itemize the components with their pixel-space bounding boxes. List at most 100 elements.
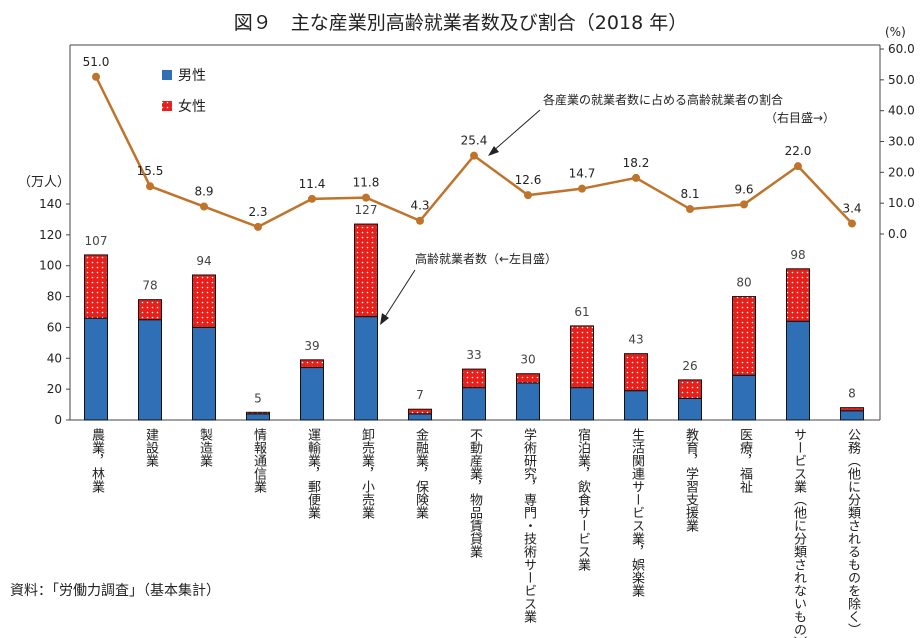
- ratio-point: [254, 222, 262, 231]
- ratio-label: 8.9: [194, 185, 213, 199]
- bar-female: [192, 274, 216, 328]
- bar-male: [786, 320, 810, 421]
- right-tick-label: 20.0: [888, 165, 915, 179]
- category-label: 生活関連サービス業，娯楽業: [629, 428, 644, 597]
- category-label: サービス業（他に分類されないもの）: [791, 428, 806, 638]
- bar-total-label: 8: [848, 387, 856, 401]
- ratio-point: [524, 191, 532, 200]
- right-tick-label: 0.0: [888, 227, 907, 241]
- bar-total-label: 30: [520, 353, 535, 367]
- bar-total-label: 26: [682, 359, 697, 373]
- ratio-point: [578, 184, 586, 193]
- ratio-label: 11.8: [353, 176, 380, 190]
- ratio-label: 3.4: [842, 202, 861, 216]
- ratio-label: 12.6: [515, 173, 542, 187]
- bar-total-label: 61: [574, 305, 589, 319]
- bar-total-label: 7: [416, 388, 424, 402]
- bar-female: [408, 408, 432, 415]
- category-label: 金融業，保険業: [413, 428, 428, 519]
- bar-male: [354, 316, 378, 421]
- left-tick-label: 40: [47, 351, 62, 365]
- category-label: 農業，林業: [89, 428, 104, 493]
- bar-male: [246, 413, 270, 421]
- ratio-point: [308, 194, 316, 203]
- right-tick-label: 40.0: [888, 104, 915, 118]
- annotation-arrow: [382, 269, 416, 321]
- left-tick-label: 0: [54, 413, 62, 427]
- left-tick-label: 100: [39, 259, 62, 273]
- bar-female: [570, 325, 594, 389]
- bar-annotation: 高齢就業者数（←左目盛）: [415, 251, 557, 266]
- category-label: 建設業: [143, 428, 158, 467]
- ratio-point: [848, 219, 856, 228]
- bar-female: [246, 411, 270, 415]
- line-annotation-2: （右目盛→）: [765, 110, 835, 125]
- category-label: 教育，学習支援業: [683, 428, 698, 532]
- bar-total-label: 33: [466, 348, 481, 362]
- bar-male: [138, 319, 162, 421]
- ratio-label: 8.1: [680, 187, 699, 201]
- legend-female-swatch: [162, 101, 172, 111]
- category-label: 情報通信業: [251, 428, 266, 493]
- ratio-point: [92, 72, 100, 81]
- bar-male: [840, 410, 864, 421]
- bar-total-label: 80: [736, 276, 751, 290]
- ratio-label: 9.6: [734, 182, 753, 196]
- bar-female: [354, 223, 378, 318]
- bar-male: [678, 397, 702, 421]
- ratio-label: 4.3: [410, 199, 429, 213]
- bar-female: [84, 254, 108, 319]
- bar-male: [516, 382, 540, 421]
- bar-female: [732, 296, 756, 376]
- chart-title: 図９ 主な産業別高齢就業者数及び割合（2018 年）: [233, 12, 688, 34]
- bar-female: [624, 353, 648, 392]
- category-label: 宿泊業，飲食サービス業: [575, 428, 590, 571]
- left-tick-label: 140: [39, 197, 62, 211]
- bar-male: [84, 317, 108, 421]
- source-note: 資料：「労働力調査」（基本集計）: [10, 583, 220, 599]
- left-tick-label: 60: [47, 320, 62, 334]
- bar-male: [462, 387, 486, 421]
- bar-female: [138, 299, 162, 321]
- line-annotation: 各産業の就業者数に占める高齢就業者の割合: [543, 92, 783, 107]
- category-label: 運輸業，郵便業: [305, 428, 320, 519]
- bar-total-label: 39: [304, 339, 319, 353]
- ratio-label: 51.0: [83, 55, 110, 69]
- bar-female: [786, 268, 810, 322]
- ratio-label: 2.3: [248, 205, 267, 219]
- left-tick-label: 120: [39, 228, 62, 242]
- category-label: 学術研究，専門・技術サービス業: [521, 428, 536, 623]
- legend-male-label: 男性: [178, 68, 206, 84]
- category-label: 不動産業，物品賃貸業: [467, 428, 482, 558]
- ratio-point: [740, 200, 748, 209]
- ratio-point: [416, 216, 424, 225]
- legend-male-swatch: [162, 70, 172, 80]
- ratio-label: 15.5: [137, 164, 164, 178]
- left-tick-label: 20: [47, 382, 62, 396]
- legend-female-label: 女性: [178, 98, 206, 115]
- bar-female: [840, 407, 864, 412]
- category-label: 医療，福祉: [737, 428, 752, 493]
- ratio-point: [146, 182, 154, 191]
- ratio-point: [470, 151, 478, 160]
- bar-female: [516, 373, 540, 384]
- bar-male: [300, 367, 324, 421]
- bar-total-label: 5: [254, 391, 262, 405]
- bar-total-label: 127: [355, 203, 378, 217]
- bar-total-label: 107: [85, 234, 108, 248]
- ratio-point: [686, 205, 694, 214]
- bar-female: [678, 379, 702, 399]
- bar-total-label: 43: [628, 333, 643, 347]
- ratio-label: 11.4: [299, 177, 326, 191]
- bar-total-label: 78: [142, 279, 157, 293]
- ratio-point: [794, 162, 802, 171]
- bar-male: [192, 326, 216, 421]
- bar-female: [462, 368, 486, 389]
- arrowhead: [488, 146, 499, 156]
- left-axis-unit: （万人）: [18, 175, 70, 190]
- right-axis-unit: (%): [885, 25, 906, 39]
- left-tick-label: 80: [47, 290, 62, 304]
- bar-total-label: 98: [790, 248, 805, 262]
- ratio-label: 22.0: [785, 144, 812, 158]
